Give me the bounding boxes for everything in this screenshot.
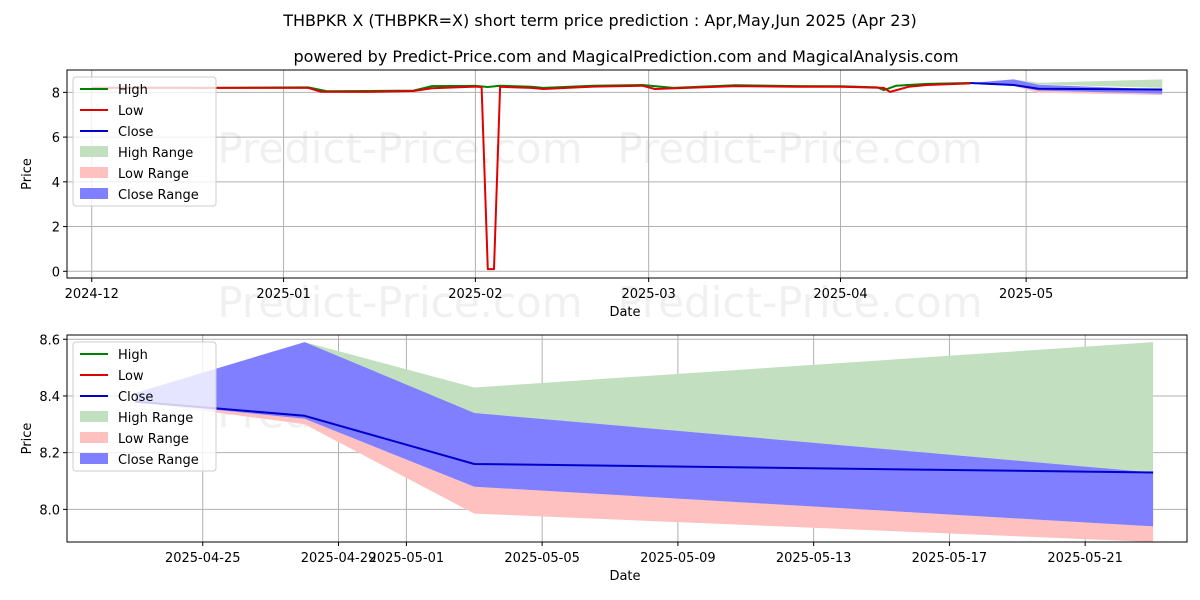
legend-swatch-close-range: [80, 453, 108, 464]
legend-label: High: [118, 348, 148, 363]
y-tick-label: 8.2: [39, 447, 60, 462]
plot-area: [134, 342, 1154, 542]
x-tick-label: 2025-05-17: [912, 551, 988, 566]
legend-box: [72, 76, 217, 207]
y-tick-label: 8.0: [39, 503, 60, 518]
x-axis-label: Date: [609, 569, 640, 584]
x-tick-label: 2025-05-09: [640, 551, 716, 566]
y-axis-label: Price: [20, 158, 35, 190]
legend-label: Close Range: [118, 453, 199, 468]
legend-label: High: [118, 83, 148, 98]
x-tick-label: 2025-05-05: [504, 551, 580, 566]
legend-label: Low Range: [118, 167, 189, 182]
legend-label: High Range: [118, 411, 193, 426]
legend-swatch-high-range: [80, 411, 108, 422]
x-tick-label: 2024-12: [65, 287, 119, 302]
close-series-line: [134, 400, 1154, 474]
x-tick-label: 2025-05-21: [1047, 551, 1123, 566]
x-tick-label: 2025-04-29: [301, 551, 377, 566]
watermark-text: Predict-Price.com: [617, 124, 982, 173]
close-series-line: [970, 82, 1163, 91]
low-range-band: [134, 398, 1154, 542]
legend-label: Close: [118, 390, 153, 405]
chart-panel-2: Predict-Price.comPredict-Price.com2025-0…: [20, 333, 1188, 584]
x-tick-label: 2025-02: [448, 287, 502, 302]
y-tick-label: 0: [52, 265, 60, 280]
x-tick-label: 2025-05-13: [776, 551, 852, 566]
y-tick-label: 8.4: [39, 390, 60, 405]
x-tick-label: 2025-03: [621, 287, 675, 302]
plot-area: [91, 79, 1163, 271]
legend-swatch-low-range: [80, 167, 108, 178]
axes-frame: [66, 334, 1188, 543]
y-tick-label: 2: [52, 221, 60, 236]
high-range-band: [134, 342, 1154, 473]
y-tick-label: 8: [52, 86, 60, 101]
legend-label: Close: [118, 125, 153, 140]
legend-label: Low: [118, 104, 144, 119]
legend: High Low Close High Range Low Range Close Ran…: [72, 76, 217, 207]
chart-subtitle: powered by Predict-Price.com and Magical…: [293, 47, 958, 66]
x-tick-label: 2025-04: [813, 287, 867, 302]
low-series-line: [91, 82, 971, 271]
y-tick-label: 4: [52, 176, 60, 191]
y-axis-label: Price: [20, 423, 35, 455]
x-tick-label: 2025-05-01: [369, 551, 445, 566]
y-tick-label: 6: [52, 131, 60, 146]
watermark-text: Predict-Price.com: [217, 124, 582, 173]
legend-box: [72, 341, 217, 472]
x-tick-label: 2025-01: [256, 287, 310, 302]
legend-swatch-close-range: [80, 188, 108, 199]
legend-label: Low Range: [118, 432, 189, 447]
close-range-band: [134, 342, 1154, 527]
legend-label: Close Range: [118, 188, 199, 203]
legend-label: High Range: [118, 146, 193, 161]
watermark-text: Predict-Price.com: [617, 278, 982, 327]
x-axis-label: Date: [609, 305, 640, 320]
y-tick-label: 8.6: [39, 333, 60, 348]
axes-frame: [66, 69, 1188, 279]
x-tick-label: 2025-04-25: [165, 551, 241, 566]
legend: High Low Close High Range Low Range Close Ran…: [72, 341, 217, 472]
chart-panel-1: Predict-Price.com Predict-Price.com Predic…: [20, 69, 1188, 327]
chart-title: THBPKR X (THBPKR=X) short term price pre…: [282, 11, 917, 30]
x-tick-label: 2025-05: [999, 287, 1053, 302]
watermark-text: Predict-Price.com: [217, 278, 582, 327]
legend-swatch-high-range: [80, 146, 108, 157]
legend-label: Low: [118, 369, 144, 384]
legend-swatch-low-range: [80, 432, 108, 443]
